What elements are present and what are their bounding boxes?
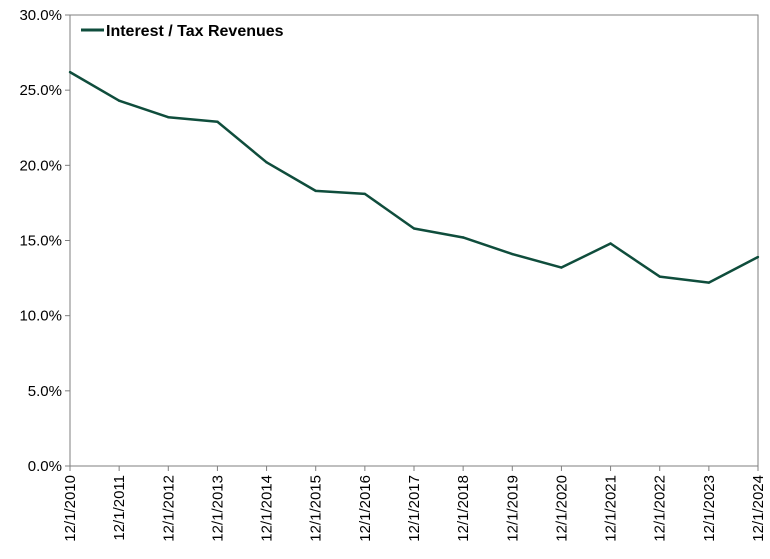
x-axis: 12/1/2010 12/1/2011 12/1/2012 12/1/2013 12/1… <box>62 466 767 542</box>
x-tick-label: 12/1/2011 <box>111 475 128 541</box>
x-tick-label: 12/1/2016 <box>357 475 374 542</box>
data-point <box>167 116 170 119</box>
data-point <box>707 281 711 284</box>
plot-area <box>69 14 759 467</box>
y-tick-label: 20.0% <box>19 157 62 174</box>
x-tick-label: 12/1/2017 <box>406 475 423 542</box>
x-tick-label: 12/1/2010 <box>62 475 79 542</box>
x-tick-label: 12/1/2013 <box>209 475 226 542</box>
x-tick-label: 12/1/2012 <box>160 475 177 542</box>
y-axis: 0.0% 5.0% 10.0% 15.0% 20.0% 25.0% 30.0% <box>19 7 70 475</box>
y-tick-label: 10.0% <box>19 308 62 325</box>
y-tick-label: 25.0% <box>19 82 62 99</box>
x-tick-label: 12/1/2022 <box>652 475 669 542</box>
data-point <box>314 189 317 193</box>
data-point <box>265 161 268 164</box>
data-point <box>511 252 514 256</box>
y-tick-label: 15.0% <box>19 233 62 250</box>
x-tick-label: 12/1/2021 <box>603 475 620 542</box>
x-tick-label: 12/1/2019 <box>504 475 521 542</box>
data-point <box>609 242 612 245</box>
series-layer <box>68 70 760 284</box>
legend: Interest / Tax Revenues <box>81 23 284 40</box>
data-point <box>216 120 219 123</box>
data-point <box>117 99 121 102</box>
data-point <box>461 236 465 239</box>
data-point <box>560 266 563 269</box>
y-tick-label: 5.0% <box>28 383 62 400</box>
x-tick-label: 12/1/2015 <box>308 475 325 542</box>
x-tick-label: 12/1/2014 <box>259 475 276 542</box>
data-point <box>658 275 661 278</box>
data-point <box>68 70 72 74</box>
x-tick-label: 12/1/2018 <box>455 475 472 542</box>
data-point <box>363 192 367 196</box>
data-point <box>412 227 416 230</box>
legend-label: Interest / Tax Revenues <box>106 23 284 40</box>
x-tick-label: 12/1/2023 <box>701 475 718 542</box>
y-tick-label: 30.0% <box>19 7 62 24</box>
y-tick-label: 0.0% <box>28 458 62 475</box>
data-point <box>756 255 760 259</box>
x-tick-label: 12/1/2020 <box>553 475 570 542</box>
x-tick-label: 12/1/2024 <box>750 475 767 542</box>
